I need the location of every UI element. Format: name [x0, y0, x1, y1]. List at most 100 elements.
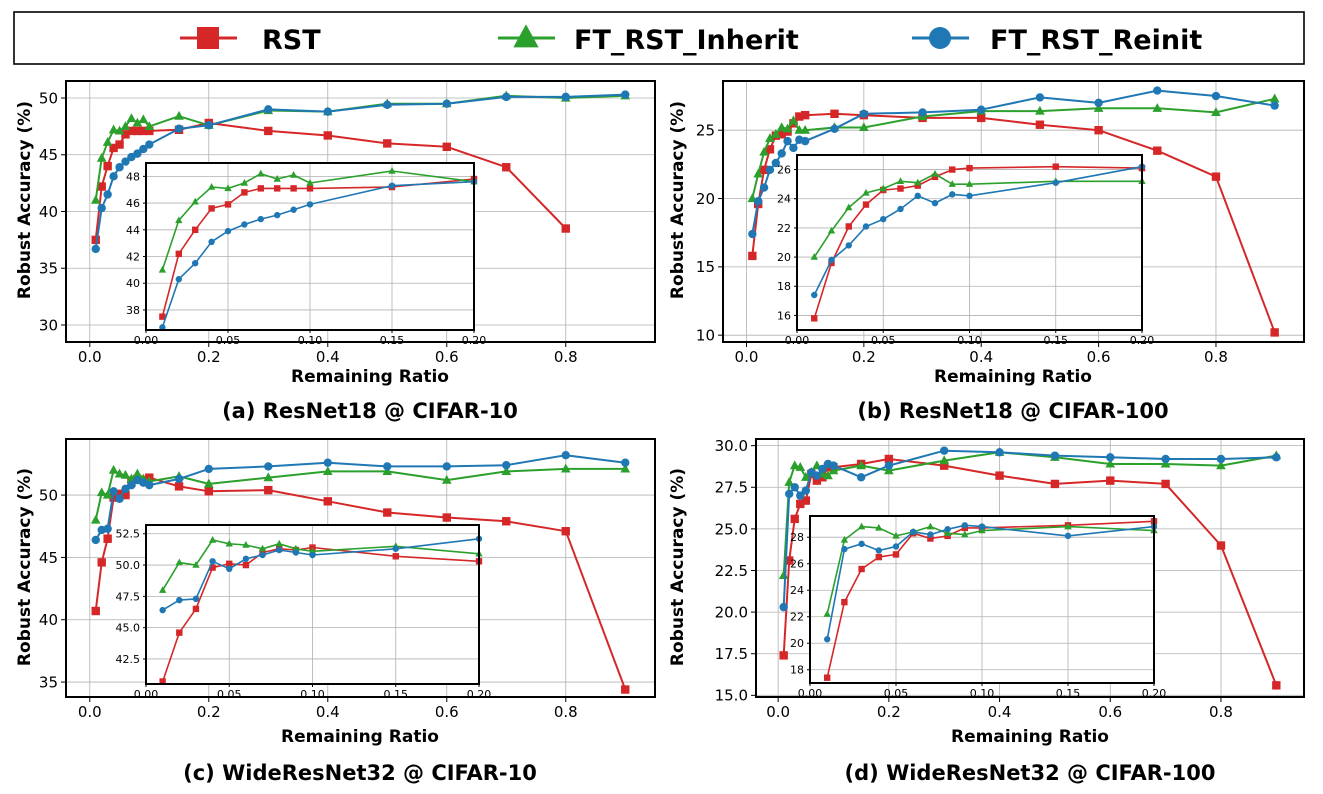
inset-point-ft-rst-inherit [978, 526, 986, 534]
inset-point-ft-rst-inherit [308, 547, 317, 555]
point-ft-rst-inherit [560, 463, 571, 473]
point-rst [1161, 479, 1170, 489]
inset-point-ft-rst-inherit [175, 216, 183, 224]
point-rst [442, 513, 451, 522]
inset-point-ft-rst-reinit [1064, 532, 1072, 540]
inset-x-tick-label: 0.05 [217, 688, 242, 701]
y-tick-label: 20 [696, 190, 715, 208]
point-ft-rst-reinit [145, 140, 154, 149]
point-ft-rst-reinit [995, 448, 1004, 457]
point-ft-rst-inherit [800, 124, 810, 134]
point-ft-rst-reinit [103, 190, 112, 199]
point-ft-rst-inherit [108, 464, 119, 474]
y-tick-label: 17.5 [715, 645, 748, 663]
inset-point-ft-rst-inherit [892, 531, 900, 539]
inset-y-tick-label: 16 [777, 309, 791, 322]
point-ft-rst-inherit [800, 472, 811, 481]
point-rst [759, 165, 769, 175]
inset-point-rst [176, 629, 183, 636]
point-rst [133, 126, 142, 136]
inset-point-rst [966, 164, 973, 172]
x-tick-label: 0.8 [554, 703, 578, 721]
inset-point-ft-rst-inherit [961, 530, 969, 538]
inset-point-ft-rst-inherit [810, 253, 818, 260]
point-rst [264, 485, 273, 495]
inset-point-ft-rst-inherit [840, 535, 849, 543]
point-ft-rst-inherit [856, 460, 867, 470]
inset-point-rst [1052, 163, 1059, 170]
inset-point-rst [208, 205, 215, 212]
point-rst [323, 131, 332, 140]
inset-point-rst [931, 173, 939, 181]
point-ft-rst-reinit [561, 92, 570, 102]
inset-point-ft-rst-inherit [879, 184, 887, 192]
x-tick-label: 0.6 [435, 348, 459, 366]
x-axis-label: Remaining Ratio [291, 367, 449, 387]
inset-point-ft-rst-inherit [388, 167, 396, 174]
point-ft-rst-reinit [918, 108, 927, 117]
point-rst [442, 142, 451, 152]
inset-y-tick-label: 40 [126, 277, 140, 290]
point-ft-rst-reinit [1272, 453, 1281, 462]
inset-y-tick-label: 50.0 [116, 559, 141, 572]
point-ft-rst-inherit [1152, 103, 1163, 112]
point-ft-rst-reinit [174, 124, 184, 133]
inset: 0.00 0.05 0.10 0.15 0.20 18 20 22 24 26 28 [790, 515, 1166, 700]
inset-point-ft-rst-reinit [892, 543, 900, 550]
inset-point-rst [875, 553, 882, 561]
point-ft-rst-reinit [103, 524, 112, 533]
point-ft-rst-reinit [1094, 98, 1103, 108]
point-ft-rst-reinit [442, 99, 451, 108]
series-ft-rst-reinit [779, 446, 1281, 612]
inset-point-ft-rst-reinit [392, 545, 399, 552]
x-tick-label: 0.8 [1204, 348, 1228, 366]
inset-point-ft-rst-reinit [274, 211, 281, 219]
inset-point-ft-rst-reinit [292, 549, 300, 556]
inset-point-rst [392, 553, 399, 560]
y-tick-label: 30 [39, 316, 58, 334]
inset-y-tick-label: 18 [790, 664, 804, 677]
inset-point-ft-rst-reinit [306, 201, 314, 208]
point-ft-rst-reinit [777, 149, 786, 158]
inset-point-ft-rst-inherit [914, 178, 922, 186]
point-ft-rst-inherit [759, 146, 769, 156]
inset-y-tick-label: 24 [777, 193, 791, 206]
inset-point-ft-rst-inherit [208, 536, 217, 543]
inset-point-rst [257, 185, 264, 192]
inset-x-tick-label: 0.15 [1044, 334, 1069, 347]
point-ft-rst-reinit [109, 172, 118, 181]
inset-point-ft-rst-reinit [841, 545, 848, 553]
point-ft-rst-inherit [114, 125, 125, 135]
point-ft-rst-inherit [132, 468, 143, 478]
point-ft-rst-inherit [765, 133, 775, 142]
legend-marker-ft-rst-inherit [513, 24, 539, 48]
x-tick-label: 0.0 [735, 348, 759, 366]
inset-point-ft-rst-inherit [275, 539, 283, 547]
inset-y-tick-label: 26 [790, 558, 804, 571]
inset-point-ft-rst-reinit [949, 191, 956, 198]
point-ft-rst-reinit [790, 483, 799, 492]
inset-point-ft-rst-reinit [862, 223, 870, 230]
inset-x-tick-label: 0.05 [871, 334, 896, 347]
y-axis-label: Robust Accuracy (%) [15, 101, 35, 299]
point-rst [785, 556, 794, 565]
legend-label-ft-rst-reinit: FT_RST_Reinit [990, 25, 1202, 56]
point-ft-rst-reinit [1050, 451, 1060, 460]
inset-point-ft-rst-inherit [191, 197, 199, 205]
point-rst [1035, 120, 1045, 129]
inset-line-ft-rst-inherit [162, 539, 480, 591]
inset-point-ft-rst-inherit [875, 523, 883, 531]
inset-point-ft-rst-inherit [192, 561, 200, 568]
y-axis-label: Robust Accuracy (%) [668, 101, 688, 299]
y-tick-label: 15.0 [715, 687, 748, 705]
point-ft-rst-inherit [776, 122, 787, 132]
point-rst [765, 145, 775, 154]
point-ft-rst-reinit [204, 464, 213, 474]
x-tick-label: 0.4 [316, 703, 340, 721]
inset-point-ft-rst-inherit [896, 177, 905, 184]
axes-frame [722, 80, 1305, 343]
point-ft-rst-inherit [203, 478, 214, 488]
point-ft-rst-inherit [789, 460, 800, 470]
x-tick-label: 0.6 [1087, 348, 1111, 366]
inset-point-ft-rst-inherit [240, 179, 249, 186]
